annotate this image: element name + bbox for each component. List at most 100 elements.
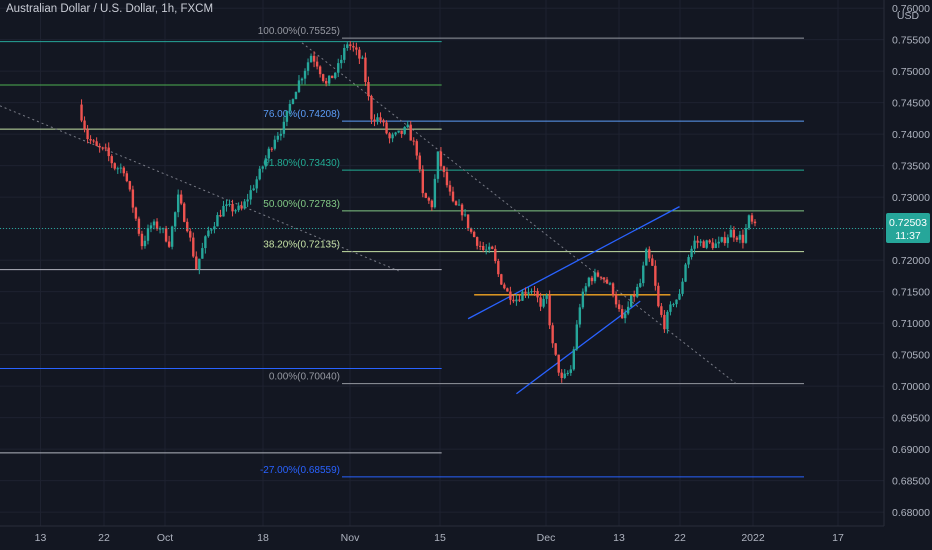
candle-body [207,230,210,237]
candle-body [593,272,597,282]
trendline-channel[interactable] [467,206,680,320]
price-axis[interactable]: 0.76000 0.75500 0.75000 0.74500 0.74000 0.735… [883,0,932,526]
candle-body [726,237,730,244]
candle-body [219,215,222,217]
candle-body [527,292,530,294]
price-tick: 0.68500 [892,476,930,488]
candle-body [515,299,518,302]
candle-body [442,166,446,173]
fib-level-label: -27.00%(0.68559) [260,465,340,476]
price-tick: 0.75500 [892,35,930,47]
trendline-dotted[interactable] [301,42,738,385]
candle-body [364,57,367,83]
time-tick: 22 [674,532,686,544]
price-tick: 0.70500 [892,350,930,362]
candle-body [599,276,603,278]
candle-body [696,240,699,243]
candle-body [497,261,500,275]
candle-body [291,99,295,104]
candle-body [95,141,98,146]
candle-body [321,74,325,82]
fib-retracement[interactable]: 100.00%(0.75525) 76.00%(0.74208) 61.80%(0.… [258,26,804,478]
candle-body [482,245,485,250]
candle-body [167,241,171,247]
candle-body [312,55,316,62]
candle-body [170,226,174,247]
candle-body [738,234,742,240]
candle-body [176,194,180,213]
candle-body [267,148,270,159]
candle-body [548,295,551,326]
candle-body [711,242,714,249]
candle-body [678,293,681,300]
candle-body [533,290,536,292]
candle-body [243,201,246,209]
candle-body [575,324,579,350]
price-tick: 0.73500 [892,161,930,173]
price-tick: 0.72000 [892,255,930,267]
candle-body [388,133,391,139]
candle-body [101,147,104,149]
candle-body [648,249,651,259]
candle-body [448,185,452,192]
price-tick: 0.71500 [892,287,930,299]
candle-body [596,272,600,277]
horizontal-rays[interactable] [0,41,442,454]
candle-body [744,228,748,243]
candle-body [186,221,189,232]
candle-body [684,264,687,282]
time-tick: 13 [35,532,47,544]
time-tick: 2022 [741,532,765,544]
price-tick: 0.75000 [892,66,930,78]
price-tick: 0.68000 [892,507,930,519]
candle-body [140,233,144,247]
candle-body [334,72,337,79]
candle-body [614,294,618,305]
candle-body [491,246,494,249]
candle-body [753,221,757,224]
candle-body [566,372,569,374]
candle-body [246,199,249,202]
candle-body [623,313,627,319]
candle-body [666,311,669,330]
price-tick: 0.71000 [892,318,930,330]
candle-body [131,189,135,208]
candle-body [732,229,736,238]
candle-body [669,304,672,312]
time-tick: 15 [434,532,446,544]
candle-body [349,44,352,47]
price-tick: 0.69500 [892,413,930,425]
candle-body [660,306,663,315]
candle-body [285,110,289,122]
candle-body [433,178,437,208]
candle-body [282,121,286,134]
price-tick: 0.69000 [892,444,930,456]
trendline-dotted[interactable] [0,105,399,272]
time-tick: 17 [832,532,844,544]
candle-body [587,277,591,287]
candle-body [337,63,340,73]
candle-body [255,179,258,189]
trendline-channel[interactable] [516,300,641,395]
candle-body [240,205,243,209]
candle-body [249,190,252,200]
last-price-badge: 0.72503 11:37 [886,213,930,243]
candle-body [198,258,201,269]
candle-body [454,201,458,206]
candle-body [605,279,609,284]
candle-body [451,191,455,202]
candle-body [551,325,554,344]
candle-body [735,237,739,240]
candle-body [297,80,301,92]
candle-body [430,200,434,208]
symbol-title[interactable]: Australian Dollar / U.S. Dollar, 1h, FXC… [6,3,214,15]
candle-body [478,245,482,247]
candle-body [149,225,153,229]
time-axis[interactable]: 13 22 Oct 18 Nov 15 Dec 13 22 2022 17 [0,525,932,550]
candle-body [143,240,147,247]
candle-body [110,156,113,164]
candle-body [397,130,400,133]
candle-body [633,295,636,297]
candle-body [89,139,92,141]
